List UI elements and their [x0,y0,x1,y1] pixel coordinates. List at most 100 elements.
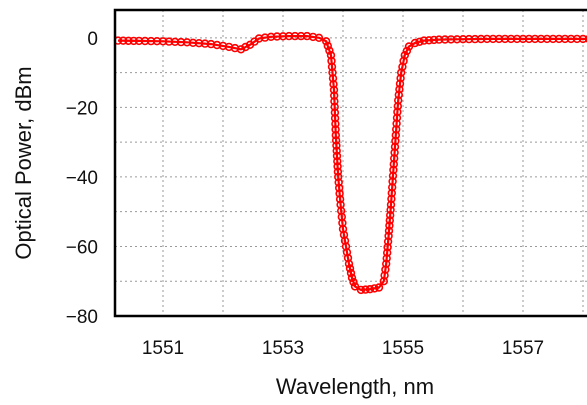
data-point [347,273,357,282]
data-point [341,242,351,251]
data-point [335,183,344,193]
data-point [339,230,349,240]
data-point [392,125,401,134]
data-point [393,107,402,117]
data-point [380,271,389,280]
data-point [334,172,343,182]
data-point [236,45,246,54]
data-point [330,108,340,117]
x-tick-label: 1551 [142,338,184,359]
data-point [382,254,391,263]
data-point [388,171,398,181]
data-point [344,259,354,268]
data-point [325,46,334,55]
data-point [327,62,337,72]
data-point [387,194,396,204]
series-line [117,34,587,291]
data-point [349,277,358,287]
data-point [314,33,324,42]
data-point [333,167,343,176]
data-point [329,85,339,95]
x-axis-title: Wavelength, nm [276,374,434,399]
data-point [328,68,337,77]
y-tick-label: 0 [87,29,98,50]
data-point [346,268,356,278]
data-point [399,56,408,66]
data-point [392,113,402,123]
data-point [391,131,400,140]
tick-labels: 1551 1553 1555 1557 0 −20 −40 −60 −80 [66,29,544,359]
y-tick-label: −80 [66,307,98,328]
data-point [388,183,397,192]
data-point [328,74,338,83]
data-point [584,35,587,43]
data-point [382,259,391,268]
data-point [330,102,339,112]
data-point [124,36,133,45]
data-point [383,237,393,246]
data-point [322,37,331,46]
data-point [331,131,340,140]
data-point [333,162,342,171]
data-point [404,42,414,51]
data-point [388,177,397,186]
data-point [393,101,402,111]
data-point [332,141,341,150]
data-point [361,285,370,294]
data-point [330,113,340,123]
data-point [384,231,393,241]
y-tick-label: −20 [66,98,98,119]
data-point [397,68,406,77]
data-point [129,36,138,46]
data-point [333,157,342,166]
data-point [506,34,516,44]
data-point [350,282,360,291]
data-point [419,36,429,45]
data-point [241,42,250,52]
data-point [389,165,398,175]
data-point [330,97,339,106]
x-tick-label: 1555 [382,338,424,359]
data-point [118,36,128,45]
data-point [410,38,420,48]
data-point [394,90,403,100]
data-point [338,224,348,234]
data-point [386,200,396,209]
data-point [392,119,401,128]
data-point [383,243,392,252]
data-point [334,178,343,187]
data-point [345,264,355,273]
data-point [326,50,336,60]
data-point [365,285,375,294]
data-point [379,277,388,286]
data-point [386,205,395,215]
data-point [323,41,332,51]
data-point [335,189,344,198]
data-point [374,283,384,292]
data-point [402,46,412,56]
y-tick-label: −60 [66,237,98,258]
data-point [389,160,398,169]
data-point [329,79,338,89]
data-point [370,284,379,293]
data-point [395,79,405,88]
data-point [331,136,341,145]
x-tick-label: 1557 [502,338,544,359]
data-point [390,142,400,152]
data-point [327,56,336,66]
data-point [386,211,395,220]
data-point [381,265,390,274]
data-point [394,96,403,105]
data-point [387,188,396,198]
data-point [332,146,341,156]
data-point [356,285,366,295]
data-point [335,195,345,204]
data-point [400,50,409,60]
data-point [429,35,439,45]
data-point [384,226,394,236]
data-point [342,248,352,257]
data-point [415,37,424,46]
data-point [390,154,399,163]
data-point [424,36,434,45]
data-point [331,119,340,129]
